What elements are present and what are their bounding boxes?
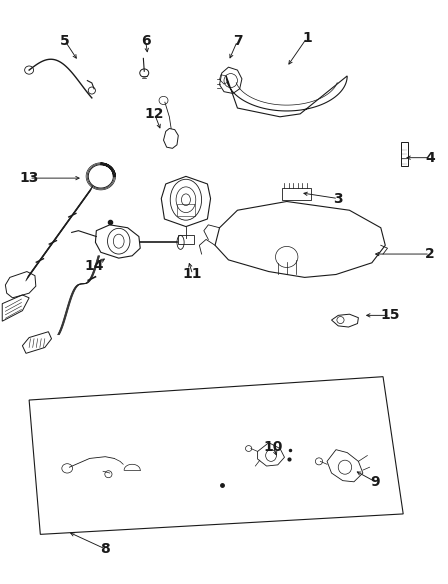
- Text: 6: 6: [141, 34, 151, 48]
- Text: 14: 14: [84, 259, 104, 273]
- Bar: [401, 142, 408, 166]
- Text: 3: 3: [333, 192, 343, 206]
- Text: 13: 13: [19, 171, 39, 185]
- Text: 15: 15: [380, 308, 400, 322]
- Text: 4: 4: [425, 151, 435, 165]
- Bar: [282, 188, 311, 200]
- Text: 7: 7: [233, 34, 242, 48]
- Text: 2: 2: [425, 247, 435, 261]
- Text: 12: 12: [145, 107, 164, 121]
- Text: 5: 5: [60, 34, 70, 48]
- Bar: [178, 235, 194, 244]
- Text: 1: 1: [302, 31, 312, 45]
- Text: 11: 11: [183, 267, 202, 281]
- Bar: [177, 204, 195, 216]
- Text: 10: 10: [263, 440, 283, 454]
- Text: 8: 8: [100, 542, 110, 556]
- Text: 9: 9: [370, 475, 380, 489]
